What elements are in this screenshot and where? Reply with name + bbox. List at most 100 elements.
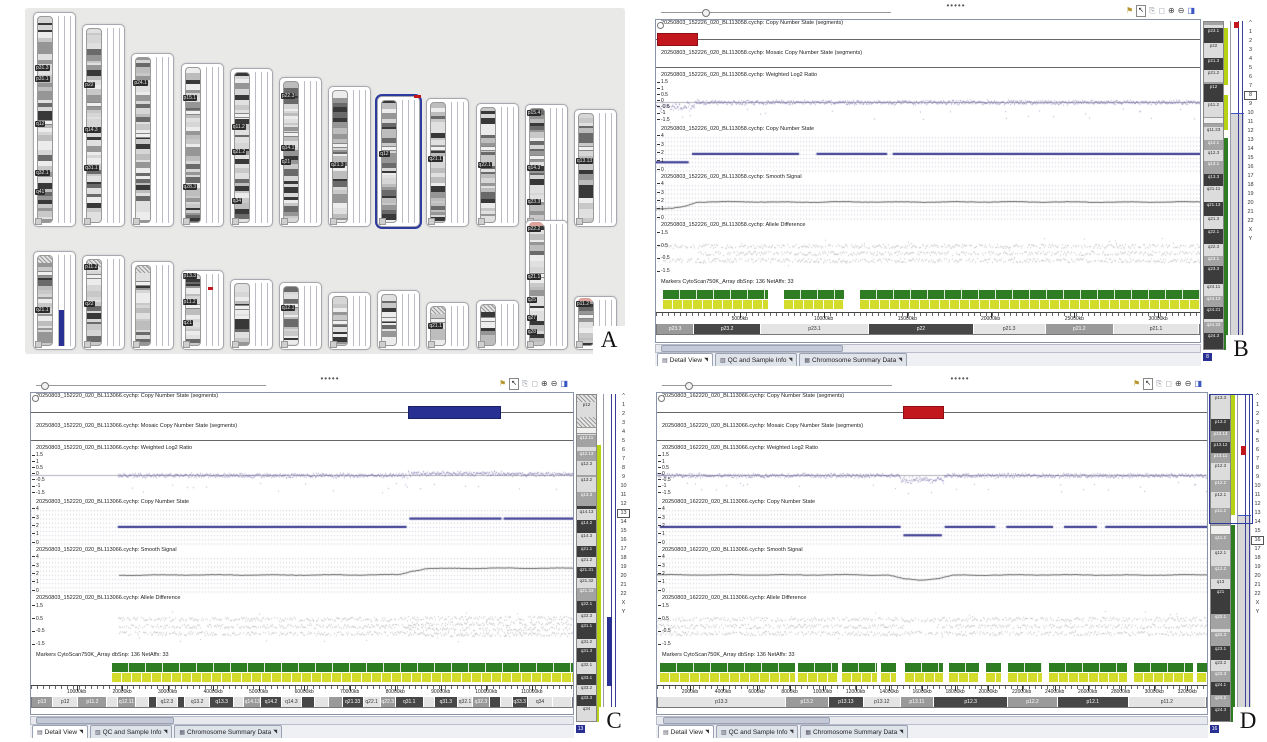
- flag-icon[interactable]: ⚑: [1132, 379, 1141, 388]
- scrollbar-thumb[interactable]: [662, 717, 830, 724]
- cursor-icon[interactable]: ↖: [1136, 5, 1146, 17]
- zoom-in-icon[interactable]: ⊕: [1175, 379, 1182, 388]
- sidebar-ideogram[interactable]: p13.3 p13.2 p13.13 p13.12 p13.11 p12.3 p12.2 p1…: [1210, 394, 1231, 722]
- collapse-toggle-icon[interactable]: [657, 22, 664, 29]
- zoom-in-icon[interactable]: ⊕: [541, 379, 548, 388]
- splitter-handle-icon[interactable]: •••••: [946, 1, 966, 10]
- chromosome-list-item-7[interactable]: 7: [1248, 83, 1253, 89]
- chromosome-list-item-5[interactable]: 5: [1255, 438, 1260, 444]
- chromosome-list-item-21[interactable]: 21: [1247, 209, 1254, 215]
- cnv-segment-loss[interactable]: [657, 33, 699, 46]
- chromosome-list-item-1[interactable]: 1: [1255, 402, 1260, 408]
- chromosome-list-item-9[interactable]: 9: [1255, 474, 1260, 480]
- fit-view-icon[interactable]: ◨: [1194, 379, 1202, 388]
- chromosome-list-item-22[interactable]: 22: [620, 591, 627, 597]
- chromosome-list-item-15[interactable]: 15: [620, 528, 627, 534]
- cursor-icon[interactable]: ↖: [509, 378, 519, 390]
- chromosome-list-item-5[interactable]: 5: [1248, 65, 1253, 71]
- flag-icon[interactable]: ⚑: [498, 379, 507, 388]
- chromosome-21[interactable]: q21.1: [426, 302, 470, 350]
- scrollbar-thumb[interactable]: [661, 345, 843, 352]
- zoom-slider[interactable]: [662, 382, 892, 390]
- export-icon[interactable]: ◻: [1158, 6, 1166, 15]
- chromosome-list-item-8[interactable]: 8: [1255, 465, 1260, 471]
- chromosome-list-item-12[interactable]: 12: [620, 501, 627, 507]
- chromosome-6[interactable]: p22.3 q14.1 q21: [278, 77, 322, 227]
- tab-qc-and-sample-info[interactable]: ▧ QC and Sample Info ◥: [714, 353, 798, 366]
- fit-view-icon[interactable]: ◨: [1187, 6, 1195, 15]
- chromosome-list-item-13[interactable]: 13: [1247, 137, 1254, 143]
- fit-view-icon[interactable]: ◨: [560, 379, 568, 388]
- chromosome-list-item-4[interactable]: 4: [1255, 429, 1260, 435]
- chromosome-list-item-12[interactable]: 12: [1254, 501, 1261, 507]
- tab-chromosome-summary-data[interactable]: ▦ Chromosome Summary Data ◥: [174, 725, 283, 738]
- chromosome-list-item-18[interactable]: 18: [1254, 555, 1261, 561]
- chromosome-list-item-11[interactable]: 11: [620, 492, 627, 498]
- chromosome-list-item-2[interactable]: 2: [621, 411, 626, 417]
- chromosome-18[interactable]: q12.1: [278, 282, 322, 350]
- chromosome-list-item-22[interactable]: 22: [1247, 218, 1254, 224]
- tab-chromosome-summary-data[interactable]: ▦ Chromosome Summary Data ◥: [800, 725, 909, 738]
- zoom-in-icon[interactable]: ⊕: [1168, 6, 1175, 15]
- chromosome-list-item-7[interactable]: 7: [1255, 456, 1260, 462]
- chromosome-list-item-14[interactable]: 14: [1247, 146, 1254, 152]
- tab-detail-view[interactable]: ▤ Detail View ◥: [32, 725, 88, 738]
- flag-icon[interactable]: ⚑: [1125, 6, 1134, 15]
- collapse-toggle-icon[interactable]: [658, 395, 665, 402]
- chromosome-X[interactable]: p22.2 q21.1 q25 q27 q28: [524, 220, 568, 350]
- chromosome-list-item-20[interactable]: 20: [620, 573, 627, 579]
- chromosome-list-item-13[interactable]: 13: [1254, 510, 1261, 516]
- chromosome-4[interactable]: p15.1 q28.3: [180, 63, 224, 227]
- tab-qc-and-sample-info[interactable]: ▧ QC and Sample Info ◥: [89, 725, 173, 738]
- chromosome-list-item-10[interactable]: 10: [1247, 110, 1254, 116]
- export-icon[interactable]: ◻: [1165, 379, 1173, 388]
- copy-icon[interactable]: ⎘: [1148, 6, 1156, 15]
- chromosome-list-item-2[interactable]: 2: [1255, 411, 1260, 417]
- zoom-slider[interactable]: [661, 9, 891, 17]
- sidebar-ideogram[interactable]: p23.1 p22 p21.3 p21.2 p12 p11.2 q11.23 q12.1 q12…: [1203, 21, 1224, 350]
- chromosome-22[interactable]: [475, 300, 519, 350]
- chromosome-list-item-21[interactable]: 21: [1254, 582, 1261, 588]
- scrollbar-thumb[interactable]: [36, 717, 174, 724]
- chromosome-list-item-21[interactable]: 21: [620, 582, 627, 588]
- chromosome-list-item-9[interactable]: 9: [621, 474, 626, 480]
- chromosome-list-item-3[interactable]: 3: [1248, 47, 1253, 53]
- chromosome-16[interactable]: p13.3 p11.2 q21: [180, 270, 224, 350]
- cnv-segment-gain[interactable]: [407, 406, 502, 419]
- export-icon[interactable]: ◻: [531, 379, 539, 388]
- chromosome-list-item-16[interactable]: 16: [1251, 536, 1264, 545]
- chromosome-list-item-Y[interactable]: Y: [1255, 609, 1260, 615]
- chromosome-list-item-15[interactable]: 15: [1254, 528, 1261, 534]
- chromosome-list-item-1[interactable]: 1: [621, 402, 626, 408]
- chromosome-list-item-Y[interactable]: Y: [621, 609, 626, 615]
- chromosome-list-item-7[interactable]: 7: [621, 456, 626, 462]
- horizontal-scrollbar[interactable]: [656, 716, 1208, 725]
- chromosome-list-item-Y[interactable]: Y: [1248, 236, 1253, 242]
- chromosome-list-item-22[interactable]: 22: [1254, 591, 1261, 597]
- chromosome-12[interactable]: q13.13: [573, 109, 617, 227]
- chromosome-list-item-4[interactable]: 4: [1248, 56, 1253, 62]
- sidebar-ideogram[interactable]: p12 q12.11 q12.13 q12.3 q13.2 q13.3 q14.13 q14.…: [576, 394, 597, 722]
- cursor-icon[interactable]: ↖: [1143, 378, 1153, 390]
- horizontal-scrollbar[interactable]: [30, 716, 574, 725]
- chromosome-list-item-8[interactable]: 8: [621, 465, 626, 471]
- zoom-slider-thumb[interactable]: [702, 9, 711, 17]
- chromosome-7[interactable]: q21.3: [328, 86, 372, 227]
- chromosome-8[interactable]: q12: [377, 95, 422, 227]
- chromosome-list-item-17[interactable]: 17: [620, 546, 627, 552]
- splitter-handle-icon[interactable]: •••••: [950, 374, 970, 383]
- chromosome-list-item-14[interactable]: 14: [1254, 519, 1261, 525]
- copy-icon[interactable]: ⎘: [521, 379, 529, 388]
- chromosome-list-item-19[interactable]: 19: [620, 564, 627, 570]
- chromosome-list-item-11[interactable]: 11: [1247, 119, 1254, 125]
- splitter-handle-icon[interactable]: •••••: [320, 374, 340, 383]
- tab-qc-and-sample-info[interactable]: ▧ QC and Sample Info ◥: [715, 725, 799, 738]
- tab-chromosome-summary-data[interactable]: ▦ Chromosome Summary Data ◥: [799, 353, 908, 366]
- chromosome-list-item-10[interactable]: 10: [620, 483, 627, 489]
- chromosome-list-item-16[interactable]: 16: [1247, 164, 1254, 170]
- chromosome-9[interactable]: q21.1: [426, 98, 470, 227]
- chromosome-list-item-17[interactable]: 17: [1247, 173, 1254, 179]
- chromosome-list-item-18[interactable]: 18: [620, 555, 627, 561]
- chromosome-list-item-1[interactable]: 1: [1248, 29, 1253, 35]
- chromosome-list-item-3[interactable]: 3: [1255, 420, 1260, 426]
